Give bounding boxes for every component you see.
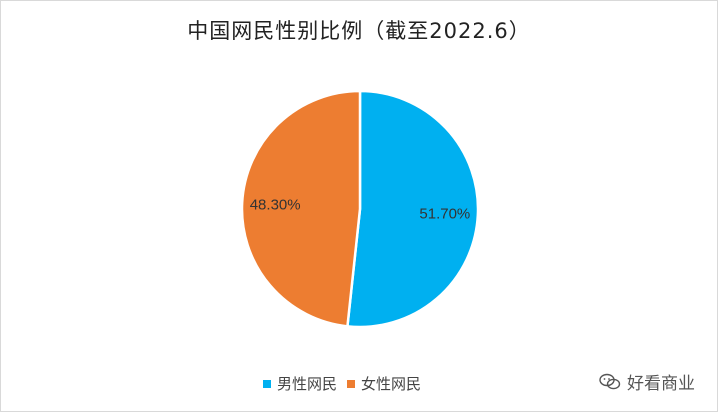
pie-slice-male [346,89,480,329]
legend-item-female: 女性网民 [347,373,421,394]
legend-label-female: 女性网民 [361,375,422,393]
wechat-icon [599,373,621,389]
legend-item-male: 男性网民 [263,373,337,394]
chart-title: 中国网民性别比例（截至2022.6） [187,19,531,43]
watermark: 好看商业 [599,369,695,394]
data-label-female: 48.30% [250,196,301,213]
legend-swatch-male [263,379,271,388]
legend: 男性网民 女性网民 [263,373,431,394]
legend-label-male: 男性网民 [277,375,338,393]
legend-swatch-female [347,379,356,388]
pie-slice-female [240,89,362,328]
watermark-text: 好看商业 [627,374,695,394]
data-label-male: 51.70% [419,206,470,223]
